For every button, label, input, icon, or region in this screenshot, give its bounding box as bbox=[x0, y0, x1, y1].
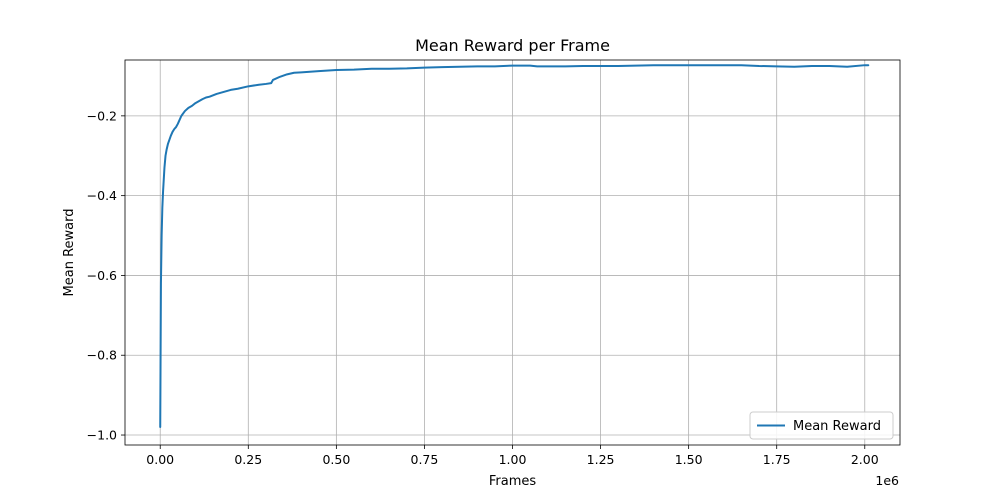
x-tick-label: 0.50 bbox=[322, 452, 350, 467]
x-axis-ticks: 0.00 0.25 0.50 0.75 1.00 1.25 1.50 1.75 2.00 bbox=[146, 445, 879, 467]
x-axis-label: Frames bbox=[489, 474, 537, 489]
x-tick-label: 0.25 bbox=[234, 452, 262, 467]
chart-title: Mean Reward per Frame bbox=[415, 36, 610, 55]
x-tick-label: 0.75 bbox=[411, 452, 439, 467]
y-tick-label: −0.8 bbox=[87, 348, 117, 363]
y-tick-label: −1.0 bbox=[87, 428, 117, 443]
legend: Mean Reward bbox=[749, 411, 894, 440]
y-tick-label: −0.2 bbox=[87, 108, 117, 123]
x-tick-label: 0.00 bbox=[146, 452, 174, 467]
y-axis-ticks: −1.0 −0.8 −0.6 −0.4 −0.2 bbox=[87, 108, 125, 443]
x-tick-label: 1.75 bbox=[763, 452, 791, 467]
x-axis-scale-label: 1e6 bbox=[875, 473, 899, 488]
legend-label-mean-reward: Mean Reward bbox=[793, 419, 881, 434]
x-tick-label: 1.50 bbox=[675, 452, 703, 467]
y-tick-label: −0.4 bbox=[87, 188, 117, 203]
x-tick-label: 1.25 bbox=[587, 452, 615, 467]
legend-box bbox=[749, 411, 894, 440]
y-tick-label: −0.6 bbox=[87, 268, 117, 283]
series-line-mean-reward bbox=[159, 64, 870, 429]
series-layer bbox=[159, 64, 870, 429]
y-axis-label: Mean Reward bbox=[62, 209, 77, 297]
x-tick-label: 1.00 bbox=[499, 452, 527, 467]
x-tick-label: 2.00 bbox=[851, 452, 879, 467]
